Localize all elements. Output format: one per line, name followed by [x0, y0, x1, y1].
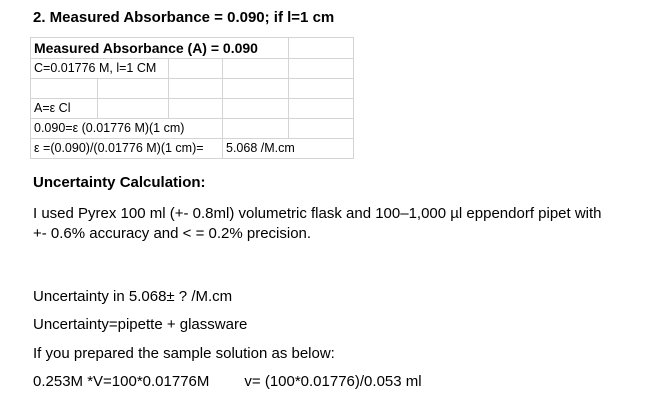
calculation-line: 0.253M *V=100*0.01776M v= (100*0.01776)/0… — [33, 372, 642, 392]
empty-cell — [168, 78, 223, 99]
uncertainty-paragraph: I used Pyrex 100 ml (+- 0.8ml) volumetri… — [33, 204, 642, 244]
empty-cell — [97, 98, 169, 119]
empty-cell — [288, 98, 354, 119]
empty-cell — [222, 78, 289, 99]
absorbance-table: Measured Absorbance (A) = 0.090 C=0.0177… — [30, 37, 354, 159]
table-row — [30, 78, 354, 99]
conditions-cell: C=0.01776 M, l=1 CM — [30, 58, 169, 79]
empty-cell — [30, 78, 98, 99]
table-row: C=0.01776 M, l=1 CM — [30, 58, 354, 79]
empty-cell — [168, 58, 223, 79]
equation-cell: A=ε Cl — [30, 98, 98, 119]
empty-cell — [288, 78, 354, 99]
uncertainty-formula-line: Uncertainty=pipette + glassware — [33, 316, 248, 333]
uncertainty-section-heading: Uncertainty Calculation: — [33, 174, 206, 191]
empty-cell — [222, 118, 289, 139]
table-header-cell: Measured Absorbance (A) = 0.090 — [30, 37, 289, 59]
table-row: ε =(0.090)/(0.01776 M)(1 cm)= 5.068 /M.c… — [30, 138, 354, 159]
calculation-right: v= (100*0.01776)/0.053 ml — [244, 373, 422, 390]
empty-cell — [288, 37, 354, 59]
paragraph-line: +- 0.6% accuracy and < = 0.2% precision. — [33, 225, 312, 242]
calculation-left: 0.253M *V=100*0.01776M — [33, 373, 210, 390]
uncertainty-question-line: Uncertainty in 5.068± ? /M.cm — [33, 288, 233, 305]
empty-cell — [222, 58, 289, 79]
empty-cell — [288, 118, 354, 139]
substitution-cell: 0.090=ε (0.01776 M)(1 cm) — [30, 118, 223, 139]
empty-cell — [97, 78, 169, 99]
empty-cell — [168, 98, 223, 119]
empty-cell — [222, 98, 289, 119]
table-row: Measured Absorbance (A) = 0.090 — [30, 37, 354, 59]
sample-prepared-line: If you prepared the sample solution as b… — [33, 345, 335, 362]
empty-cell — [288, 58, 354, 79]
table-row: 0.090=ε (0.01776 M)(1 cm) — [30, 118, 354, 139]
page-title: 2. Measured Absorbance = 0.090; if l=1 c… — [33, 9, 335, 26]
paragraph-line: I used Pyrex 100 ml (+- 0.8ml) volumetri… — [33, 205, 602, 222]
result-cell: 5.068 /M.cm — [222, 138, 354, 159]
table-row: A=ε Cl — [30, 98, 354, 119]
solution-cell: ε =(0.090)/(0.01776 M)(1 cm)= — [30, 138, 223, 159]
